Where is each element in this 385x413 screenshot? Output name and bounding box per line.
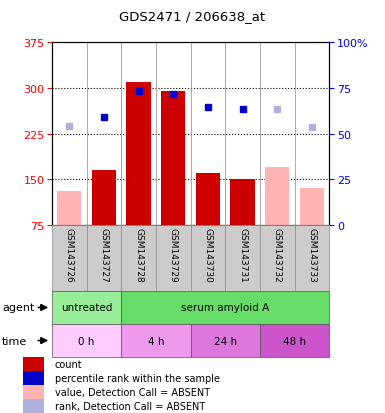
Bar (23, 371, 44, 385)
Text: 48 h: 48 h (283, 336, 306, 346)
Bar (52, 225, 87, 291)
Bar (52, 291, 121, 324)
Bar (156, 225, 191, 291)
Bar (121, 225, 156, 291)
Bar (121, 291, 329, 324)
Text: untreated: untreated (61, 303, 112, 313)
Bar (260, 324, 329, 357)
Bar (295, 225, 329, 291)
Bar (57, 192, 82, 225)
Text: 0 h: 0 h (79, 336, 95, 346)
Text: GSM143728: GSM143728 (134, 227, 143, 282)
Text: percentile rank within the sample: percentile rank within the sample (55, 373, 220, 383)
Text: 24 h: 24 h (214, 336, 237, 346)
Text: value, Detection Call = ABSENT: value, Detection Call = ABSENT (55, 387, 210, 397)
Bar (191, 324, 260, 357)
Text: serum amyloid A: serum amyloid A (181, 303, 270, 313)
Text: GDS2471 / 206638_at: GDS2471 / 206638_at (119, 10, 266, 23)
Bar (87, 225, 121, 291)
Bar (161, 92, 186, 225)
Text: GSM143727: GSM143727 (99, 227, 109, 282)
Bar (196, 173, 220, 225)
Bar (23, 399, 44, 413)
Text: 4 h: 4 h (148, 336, 164, 346)
Text: GSM143729: GSM143729 (169, 227, 178, 282)
Bar (191, 225, 225, 291)
Bar (52, 324, 121, 357)
Text: GSM143732: GSM143732 (273, 227, 282, 282)
Bar (23, 357, 44, 371)
Bar (225, 225, 260, 291)
Bar (230, 180, 255, 225)
Bar (126, 83, 151, 225)
Text: rank, Detection Call = ABSENT: rank, Detection Call = ABSENT (55, 401, 205, 411)
Bar (23, 385, 44, 399)
Bar (265, 168, 290, 225)
Text: GSM143730: GSM143730 (203, 227, 213, 282)
Text: time: time (2, 336, 27, 346)
Bar (92, 171, 116, 225)
Text: GSM143726: GSM143726 (65, 227, 74, 282)
Text: agent: agent (2, 303, 34, 313)
Bar (300, 189, 324, 225)
Bar (121, 324, 191, 357)
Bar (260, 225, 295, 291)
Text: GSM143733: GSM143733 (307, 227, 316, 282)
Text: GSM143731: GSM143731 (238, 227, 247, 282)
Text: count: count (55, 359, 82, 369)
